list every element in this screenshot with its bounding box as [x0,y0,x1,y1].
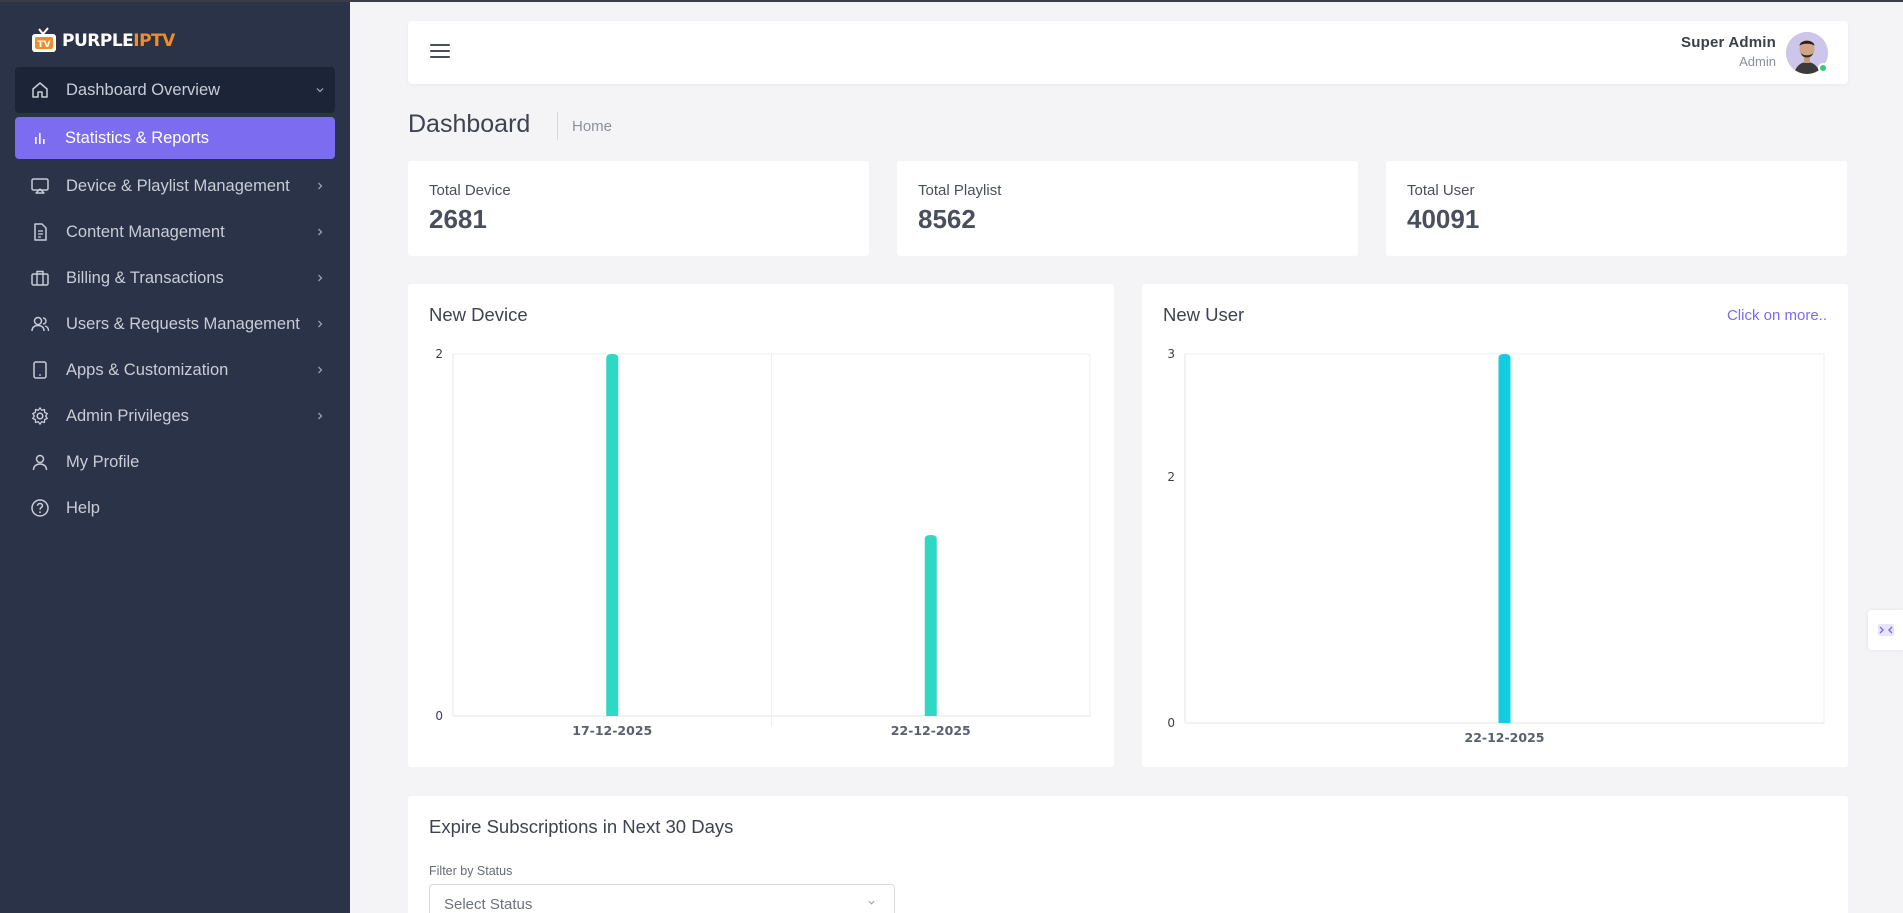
sidebar-item-label: Apps & Customization [66,360,229,379]
sidebar-item-label: Content Management [66,222,225,241]
chevron-right-icon [318,412,323,420]
user-role: Admin [1739,54,1776,69]
x-tick-label: 22-12-2025 [1465,730,1545,745]
sidebar-item-admin-privileges[interactable]: Admin Privileges [15,393,335,439]
sidebar-item-label: Help [66,498,100,517]
sidebar-item-my-profile[interactable]: My Profile [15,439,335,485]
page-title: Dashboard [408,110,531,138]
chevron-right-icon [318,366,323,374]
new-user-chart: 3 2 0 22-12-2025 [1167,347,1825,745]
sidebar-item-label: Device & Playlist Management [66,176,290,195]
status-select[interactable]: Select Status [429,884,895,913]
logo-text: PURPLEIPTV [62,31,175,51]
briefcase-icon [29,267,51,289]
sidebar-nav: Dashboard Overview Statistics & Reports … [15,67,335,531]
chevron-right-icon [318,182,323,190]
stat-label: Total Playlist [918,182,1002,199]
sidebar-item-dashboard-overview[interactable]: Dashboard Overview [15,67,335,113]
window-top-border [0,0,1903,2]
sidebar-item-apps-customization[interactable]: Apps & Customization [15,347,335,393]
chevron-right-icon [318,274,323,282]
x-tick-label: 22-12-2025 [891,723,971,738]
document-icon [29,221,51,243]
new-device-chart: 2 0 17-12-2025 22-12-2025 [435,347,1091,738]
y-tick-label: 0 [435,709,443,723]
stat-value: 8562 [918,204,976,234]
expire-subscriptions-section: Expire Subscriptions in Next 30 Days Fil… [408,796,1848,913]
breadcrumb[interactable]: Home [572,118,613,135]
chevron-right-icon [318,228,323,236]
chevron-right-icon [318,320,323,328]
bar[interactable] [924,535,937,716]
select-placeholder: Select Status [444,896,533,913]
sidebar-item-billing-transactions[interactable]: Billing & Transactions [15,255,335,301]
tablet-icon [29,359,51,381]
top-header: Super Admin Admin [408,21,1848,84]
x-tick-label: 17-12-2025 [572,723,652,738]
sidebar-item-content-management[interactable]: Content Management [15,209,335,255]
chevron-down-icon [316,88,324,93]
y-tick-label: 2 [1167,470,1175,484]
stat-value: 2681 [429,204,487,234]
sidebar-item-label: My Profile [66,452,140,471]
logo-text-primary: PURPLE [62,31,134,51]
online-status-dot [1818,63,1828,73]
home-icon [29,79,51,101]
user-icon [29,451,51,473]
stat-card-total-device: Total Device 2681 [408,161,869,256]
gear-icon [29,405,51,427]
sidebar-item-statistics-reports[interactable]: Statistics & Reports [15,117,335,159]
stat-card-total-user: Total User 40091 [1386,161,1847,256]
sidebar-item-label: Users & Requests Management [66,314,300,333]
sidebar-item-help[interactable]: Help [15,485,335,531]
svg-text:TV: TV [37,40,50,50]
stat-value: 40091 [1407,204,1480,234]
logo-text-accent: IPTV [133,31,175,51]
chart-title: New Device [429,304,528,325]
users-icon [29,313,51,335]
user-info[interactable]: Super Admin Admin [1681,34,1776,69]
sidebar-item-label: Billing & Transactions [66,268,224,287]
y-tick-label: 2 [435,347,443,361]
sidebar: TV PURPLEIPTV Dashboard Overview Statist… [0,0,350,913]
y-tick-label: 0 [1167,716,1175,730]
y-tick-label: 3 [1167,347,1175,361]
chevron-down-icon [868,900,875,905]
customizer-toggle[interactable] [1868,610,1903,650]
bar-chart-icon [33,127,47,149]
filter-label: Filter by Status [429,864,513,878]
chart-card-new-device: New Device 2 0 17-12-2025 22-12-2025 [408,284,1114,767]
sidebar-item-label: Statistics & Reports [65,128,209,147]
click-on-more-link[interactable]: Click on more.. [1726,307,1827,324]
user-name: Super Admin [1681,34,1776,51]
chart-card-new-user: New User Click on more.. 3 2 0 22-12-2025 [1142,284,1848,767]
stat-card-total-playlist: Total Playlist 8562 [897,161,1358,256]
sidebar-item-label: Dashboard Overview [66,80,221,99]
sidebar-item-device-playlist[interactable]: Device & Playlist Management [15,163,335,209]
sidebar-item-label: Admin Privileges [66,406,189,425]
tv-logo-icon: TV [32,27,56,52]
title-divider [557,112,558,140]
collapse-arrows-icon [1877,624,1894,636]
bar[interactable] [1498,354,1511,723]
bar[interactable] [606,354,619,716]
monitor-icon [29,175,51,197]
menu-toggle-icon[interactable] [430,44,450,60]
chart-title: New User [1163,304,1245,325]
stat-label: Total User [1407,182,1475,199]
stat-label: Total Device [429,182,511,199]
help-icon [29,497,51,519]
app-logo[interactable]: TV PURPLEIPTV [30,24,175,58]
section-title: Expire Subscriptions in Next 30 Days [429,816,734,837]
sidebar-item-users-requests[interactable]: Users & Requests Management [15,301,335,347]
